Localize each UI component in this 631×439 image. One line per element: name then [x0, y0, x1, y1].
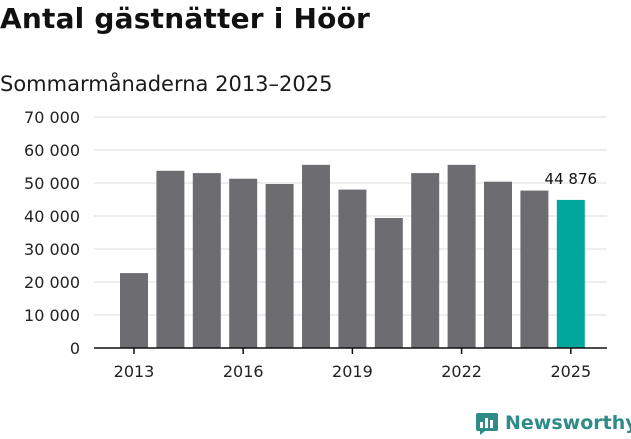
- chart-title: Antal gästnätter i Höör: [0, 2, 371, 35]
- brand-name: Newsworthy: [505, 412, 631, 434]
- newsworthy-logo: Newsworthy: [475, 408, 631, 438]
- bar-2020: [374, 217, 403, 348]
- x-tick-label: 2022: [441, 362, 482, 381]
- x-tick-label: 2025: [550, 362, 591, 381]
- x-tick-label: 2016: [223, 362, 264, 381]
- bar-chart: 0 10 000 20 000 30 000 40 000 50 000 60 000 70 …: [24, 108, 607, 381]
- bar-2023: [484, 181, 512, 348]
- bar-2013: [120, 273, 148, 348]
- bar-2022: [447, 164, 476, 348]
- y-tick-label: 0: [70, 339, 80, 358]
- y-tick-label: 30 000: [24, 240, 80, 259]
- chart-subtitle: Sommarmånaderna 2013–2025: [0, 72, 333, 96]
- x-tick-label: 2019: [332, 362, 373, 381]
- bar-2016: [229, 178, 258, 348]
- bar-2021: [411, 173, 440, 348]
- y-tick-label: 50 000: [24, 174, 80, 193]
- bar-2019: [338, 189, 367, 348]
- bar-2014: [156, 170, 185, 348]
- bar-2024: [520, 190, 549, 348]
- bar-2018: [302, 164, 330, 348]
- bar-2025: [556, 199, 585, 348]
- data-label: 44 876: [545, 170, 598, 188]
- y-tick-label: 60 000: [24, 141, 80, 160]
- bar-2015: [192, 173, 221, 348]
- y-tick-label: 20 000: [24, 273, 80, 292]
- y-tick-label: 10 000: [24, 306, 80, 325]
- y-tick-label: 70 000: [24, 108, 80, 127]
- y-tick-label: 40 000: [24, 207, 80, 226]
- bar-2017: [265, 183, 294, 348]
- x-tick-label: 2013: [114, 362, 155, 381]
- bar-chart-logo-icon: [476, 413, 498, 435]
